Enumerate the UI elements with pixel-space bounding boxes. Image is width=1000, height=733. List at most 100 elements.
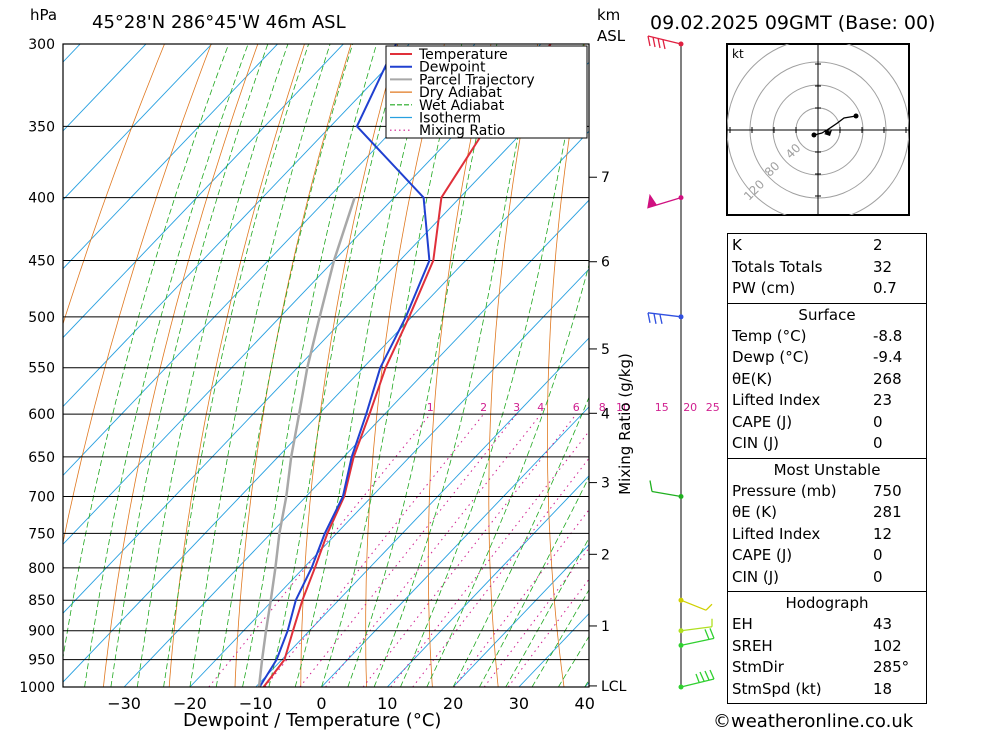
index-value: 0 xyxy=(873,546,883,564)
pressure-tick-label: 450 xyxy=(28,254,55,270)
location-title: 45°28'N 286°45'W 46m ASL xyxy=(92,12,346,33)
index-row: CAPE (J) 0 xyxy=(732,412,922,434)
wet-adiabat-line xyxy=(347,44,498,687)
index-label: SREH xyxy=(732,636,773,655)
pressure-tick-label: 550 xyxy=(28,361,55,377)
mixing-ratio-line xyxy=(412,457,589,687)
wet-adiabat-line xyxy=(110,44,269,687)
index-value: 23 xyxy=(873,391,893,409)
wind-barb xyxy=(647,193,684,209)
index-label: CAPE (J) xyxy=(732,412,793,431)
wet-adiabat-line xyxy=(531,589,589,687)
index-row: θE(K) 268 xyxy=(732,369,922,391)
index-row: Lifted Index 12 xyxy=(732,524,922,546)
isotherm-line xyxy=(63,44,213,201)
index-value: 0 xyxy=(873,412,883,431)
isotherm-line xyxy=(63,44,345,339)
pressure-tick-label: 850 xyxy=(28,593,55,609)
mixing-ratio-line xyxy=(483,547,589,687)
temperature-tick-label: 30 xyxy=(509,694,529,713)
mixing-ratio-label: 1 xyxy=(427,401,434,414)
km-tick-label: 5 xyxy=(601,342,610,358)
mixing-ratio-line xyxy=(325,413,542,687)
pressure-tick-label: 950 xyxy=(28,653,55,669)
isotherm-line xyxy=(63,44,279,270)
wind-barb xyxy=(678,628,715,648)
mixing-ratio-line xyxy=(453,508,589,687)
hodograph-unit: kt xyxy=(732,47,744,61)
km-unit-label: km xyxy=(597,6,621,24)
wind-barb xyxy=(647,312,684,324)
index-row: Temp (°C) -8.8 xyxy=(732,326,922,348)
index-label: CIN (J) xyxy=(732,567,780,586)
wet-adiabat-line xyxy=(479,476,589,687)
pressure-tick-label: 900 xyxy=(28,624,55,640)
wind-barb xyxy=(647,35,684,50)
index-value: 0 xyxy=(873,434,883,452)
index-label: CIN (J) xyxy=(732,434,780,452)
index-label: θE (K) xyxy=(732,503,777,521)
dry-adiabat-line xyxy=(488,44,539,687)
mixing-ratio-label: 15 xyxy=(655,401,669,414)
wet-adiabat-line xyxy=(163,44,310,687)
index-label: Pressure (mb) xyxy=(732,481,837,500)
general-indices-section: K 2 Totals Totals 32 PW (cm) 0.7 xyxy=(727,233,927,304)
km-tick-label: 1 xyxy=(601,619,610,635)
index-value: 18 xyxy=(873,679,893,698)
index-value: 0 xyxy=(873,567,883,586)
indices-panel: K 2 Totals Totals 32 PW (cm) 0.7 Surface Temp (… xyxy=(727,233,927,704)
dry-adiabat-line xyxy=(63,44,212,545)
index-row: EH 43 xyxy=(732,614,922,636)
index-label: Temp (°C) xyxy=(732,326,807,345)
wind-barb xyxy=(678,669,715,690)
hpa-unit-label: hPa xyxy=(30,6,58,24)
dry-adiabat-line xyxy=(365,44,445,687)
temperature-tick-label: 0 xyxy=(316,694,326,713)
wet-adiabat-line xyxy=(400,44,584,687)
surface-title: Surface xyxy=(798,305,856,324)
temperature-tick-label: −20 xyxy=(173,694,207,713)
wind-barb xyxy=(678,618,713,634)
isotherm-line xyxy=(63,44,147,132)
copyright-text: ©weatheronline.co.uk xyxy=(713,711,914,732)
dry-adiabat-line xyxy=(957,26,1000,687)
index-value: 285° xyxy=(873,658,910,676)
index-row: Dewp (°C) -9.4 xyxy=(732,347,922,369)
index-label: StmDir xyxy=(732,658,784,676)
parcel-trajectory-series xyxy=(257,197,356,687)
wet-adiabat-line xyxy=(63,44,230,661)
index-value: 32 xyxy=(873,257,893,276)
asl-unit-label: ASL xyxy=(597,27,626,45)
km-tick-label: 6 xyxy=(601,255,610,271)
mixing-ratio-line xyxy=(390,430,589,687)
legend-entry: Dry Adiabat xyxy=(419,85,502,101)
index-value: 102 xyxy=(873,636,902,655)
datetime-title: 09.02.2025 09GMT (Base: 00) xyxy=(650,12,936,34)
pressure-tick-label: 700 xyxy=(28,490,55,506)
index-row: CIN (J) 0 xyxy=(732,433,922,455)
legend-entry: Wet Adiabat xyxy=(419,98,505,114)
index-row: CIN (J) 0 xyxy=(732,567,922,589)
index-value: -8.8 xyxy=(873,326,903,345)
index-label: EH xyxy=(732,615,753,633)
isotherm-line xyxy=(386,475,589,687)
pressure-tick-label: 350 xyxy=(28,119,55,135)
index-label: θE(K) xyxy=(732,369,773,388)
pressure-tick-label: 1000 xyxy=(19,680,55,696)
index-value: -9.4 xyxy=(873,348,903,366)
temperature-tick-label: −30 xyxy=(107,694,141,713)
index-row: Totals Totals 32 xyxy=(732,257,922,279)
pressure-tick-label: 500 xyxy=(28,310,55,326)
index-label: Lifted Index xyxy=(732,391,821,409)
index-label: StmSpd (kt) xyxy=(732,679,822,698)
wet-adiabat-line xyxy=(452,396,589,687)
mixing-ratio-axis-title: Mixing Ratio (g/kg) xyxy=(616,353,634,495)
isotherm-line xyxy=(63,61,589,614)
pressure-tick-label: 650 xyxy=(28,450,55,466)
index-row: Lifted Index 23 xyxy=(732,390,922,412)
pressure-tick-label: 750 xyxy=(28,526,55,542)
temperature-series xyxy=(262,44,552,687)
dry-adiabat-line xyxy=(63,44,165,326)
